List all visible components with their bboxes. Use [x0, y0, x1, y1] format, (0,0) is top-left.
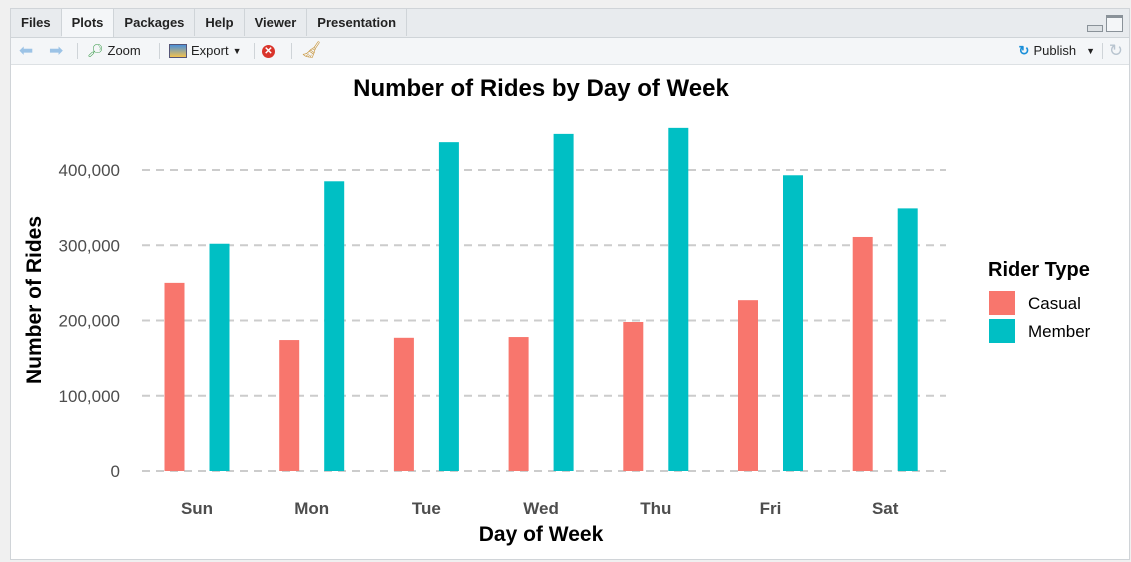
bar-casual-mon [279, 340, 300, 471]
maximize-icon[interactable] [1106, 15, 1123, 32]
chart-title: Number of Rides by Day of Week [353, 75, 729, 102]
x-tick-label: Thu [640, 499, 671, 518]
tab-bar: Files Plots Packages Help Viewer Present… [11, 9, 1129, 38]
x-tick-label: Tue [412, 499, 441, 518]
bar-casual-sun [164, 282, 185, 471]
tab-packages[interactable]: Packages [114, 9, 196, 36]
arrow-right-icon: ➡ [49, 41, 64, 60]
bar-casual-tue [393, 337, 414, 471]
back-button[interactable]: ⬅ [19, 42, 33, 60]
caret-down-icon: ▼ [1086, 46, 1095, 56]
remove-plot-button[interactable]: ✕ [262, 42, 275, 60]
publish-label: Publish [1033, 43, 1077, 58]
tab-presentation[interactable]: Presentation [307, 9, 408, 36]
y-tick-label: 0 [111, 462, 120, 481]
forward-button[interactable]: ➡ [49, 42, 63, 60]
x-tick-label: Sat [872, 499, 899, 518]
bar-casual-sat [852, 236, 873, 471]
legend-swatch-member [989, 319, 1015, 343]
bar-member-wed [553, 133, 574, 471]
close-circle-icon: ✕ [262, 44, 275, 58]
x-tick-label: Fri [760, 499, 782, 518]
magnifier-icon: 🔎︎ [87, 43, 104, 58]
broom-icon: 🧹︎ [301, 42, 322, 59]
export-button[interactable]: Export ▼ [169, 42, 242, 60]
legend-title: Rider Type [988, 259, 1090, 281]
tab-files[interactable]: Files [11, 9, 62, 36]
clear-all-button[interactable]: 🧹︎ [301, 42, 321, 60]
bar-member-mon [324, 181, 345, 471]
y-axis-label: Number of Rides [23, 216, 46, 384]
refresh-button[interactable]: ↻ [1109, 42, 1123, 60]
x-tick-label: Sun [181, 499, 213, 518]
plot-toolbar: ⬅ ➡ 🔎︎ Zoom Export ▼ ✕ 🧹︎ ↻ Publish ▼ ↻ [11, 38, 1129, 65]
y-tick-label: 300,000 [59, 236, 120, 255]
tab-plots[interactable]: Plots [61, 9, 115, 37]
export-label: Export [191, 43, 229, 58]
publish-button[interactable]: ↻ Publish ▼ [1019, 42, 1095, 60]
y-tick-label: 200,000 [59, 312, 120, 331]
tab-viewer[interactable]: Viewer [244, 9, 308, 36]
zoom-label: Zoom [107, 43, 141, 58]
legend-label: Casual [1028, 294, 1081, 313]
y-tick-label: 400,000 [59, 161, 120, 180]
bar-casual-fri [738, 300, 758, 471]
zoom-button[interactable]: 🔎︎ Zoom [87, 42, 141, 60]
x-tick-label: Wed [523, 499, 559, 518]
x-axis-label: Day of Week [479, 523, 604, 546]
tab-help[interactable]: Help [195, 9, 245, 36]
bar-member-fri [783, 175, 803, 471]
publish-icon: ↻ [1018, 43, 1030, 58]
bar-casual-thu [623, 322, 644, 471]
caret-down-icon: ▼ [232, 46, 242, 56]
image-icon [169, 44, 187, 58]
refresh-icon: ↻ [1108, 41, 1123, 60]
arrow-left-icon: ⬅ [19, 41, 34, 60]
bar-member-sun [209, 243, 230, 471]
bar-casual-wed [508, 337, 529, 471]
y-tick-label: 100,000 [59, 387, 120, 406]
minimize-icon[interactable] [1087, 25, 1103, 32]
bar-member-thu [668, 127, 689, 472]
bar-member-sat [897, 208, 918, 471]
x-tick-label: Mon [294, 499, 329, 518]
bar-member-tue [438, 142, 459, 471]
legend-label: Member [1028, 322, 1091, 341]
legend-swatch-casual [989, 291, 1015, 315]
